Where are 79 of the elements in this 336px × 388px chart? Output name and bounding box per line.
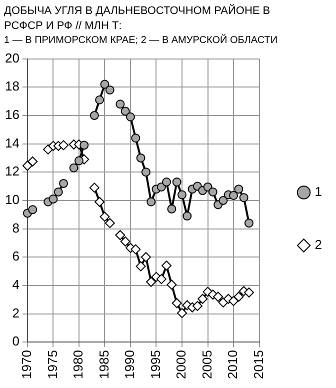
point <box>140 252 151 262</box>
y-tick-label: 12 <box>4 164 20 179</box>
x-tick-label: 1990 <box>122 350 138 379</box>
point <box>229 190 238 200</box>
point <box>172 178 182 187</box>
point <box>198 294 208 304</box>
point <box>218 196 228 205</box>
y-tick-label: 20 <box>4 50 20 66</box>
point <box>80 140 89 150</box>
x-tick-label: 2005 <box>199 350 214 379</box>
chart-title: ДОБЫЧА УГЛЯ В ДАЛЬНЕВОСТОЧНОМ РАЙОНЕ В РСФСР И РФ // МЛН Т: <box>4 4 272 34</box>
x-tick-label: 1995 <box>148 350 163 379</box>
x-tick-label: 1985 <box>96 350 112 379</box>
point <box>177 308 187 318</box>
point <box>146 276 156 287</box>
point <box>100 80 110 89</box>
point <box>228 296 239 306</box>
point <box>120 236 130 247</box>
point <box>192 300 202 311</box>
point <box>244 288 254 298</box>
point <box>131 134 140 143</box>
y-tick-label: 18 <box>4 78 20 94</box>
y-tick-label: 0 <box>12 334 20 349</box>
y-tick-label: 2 <box>12 305 20 320</box>
point <box>172 298 182 308</box>
point <box>156 274 166 284</box>
point <box>95 95 104 104</box>
point <box>136 261 146 272</box>
y-tick-label: 4 <box>12 277 20 292</box>
point <box>89 182 100 193</box>
x-tick-label: 2000 <box>174 350 189 379</box>
x-tick-label: 2015 <box>250 350 266 379</box>
point <box>239 193 248 202</box>
y-tick-label: 8 <box>12 220 20 236</box>
point <box>54 187 63 196</box>
point <box>58 140 69 150</box>
point <box>28 205 38 214</box>
point <box>208 187 218 196</box>
point <box>130 244 141 254</box>
point <box>166 280 177 290</box>
point <box>167 204 176 214</box>
point <box>105 85 114 94</box>
point <box>136 153 146 162</box>
point <box>141 168 150 177</box>
point <box>74 156 84 166</box>
point <box>244 218 254 228</box>
x-tick-label: 1975 <box>44 350 60 379</box>
point <box>100 212 110 222</box>
x-tick-label: 2010 <box>225 350 240 379</box>
legend-label: 2 <box>314 237 322 252</box>
y-tick-label: 16 <box>4 107 20 122</box>
point <box>178 190 186 200</box>
chart-subtitle: 1 — В ПРИМОРСКОМ КРАЕ; 2 — В АМУРСКОЙ ОБЛАСТИ <box>4 34 279 48</box>
point <box>59 178 68 188</box>
point <box>162 178 172 187</box>
point <box>69 163 78 172</box>
point <box>126 112 135 122</box>
point <box>146 197 156 206</box>
point <box>162 260 172 271</box>
point <box>116 100 125 109</box>
point <box>43 144 54 154</box>
point <box>234 292 244 302</box>
point <box>104 218 115 228</box>
x-tick-label: 1970 <box>19 350 34 379</box>
point <box>120 106 130 116</box>
point <box>48 194 58 204</box>
point <box>28 156 38 166</box>
point <box>94 196 105 207</box>
point <box>182 212 192 221</box>
legend-label: 1 <box>314 184 322 200</box>
y-tick-label: 14 <box>4 135 20 150</box>
point <box>22 160 32 171</box>
y-tick-label: 10 <box>4 192 20 208</box>
point <box>115 230 126 240</box>
x-tick-label: 1980 <box>70 350 86 379</box>
point <box>234 184 244 194</box>
y-tick-label: 6 <box>12 248 20 264</box>
point <box>90 110 99 120</box>
point <box>213 292 224 302</box>
